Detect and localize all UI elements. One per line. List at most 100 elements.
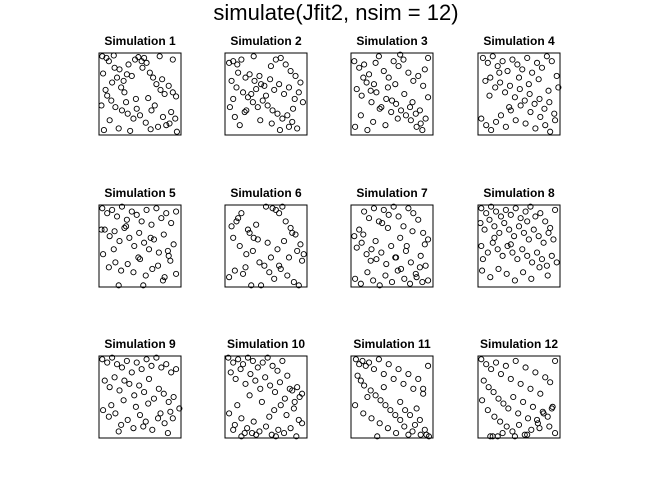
- data-point: [271, 407, 278, 414]
- data-point: [477, 219, 484, 227]
- data-point: [388, 108, 395, 116]
- data-point: [145, 95, 152, 102]
- data-point: [154, 123, 162, 130]
- data-point: [372, 238, 379, 245]
- data-point: [555, 84, 562, 91]
- data-point: [294, 384, 301, 391]
- data-point: [533, 249, 541, 256]
- data-point: [425, 362, 432, 369]
- data-point: [123, 216, 130, 223]
- data-point: [421, 66, 428, 73]
- data-point: [131, 392, 138, 399]
- data-point: [123, 223, 130, 230]
- data-point: [112, 104, 119, 111]
- data-point: [249, 430, 256, 437]
- data-point: [524, 431, 531, 438]
- data-point: [407, 259, 414, 266]
- data-point: [239, 89, 247, 96]
- data-point: [353, 244, 360, 251]
- data-point: [112, 259, 119, 266]
- data-point: [253, 221, 260, 228]
- data-point: [160, 231, 167, 238]
- data-point: [300, 251, 307, 258]
- data-point: [494, 246, 501, 253]
- data-point: [290, 279, 297, 286]
- data-point: [296, 393, 303, 401]
- data-point: [400, 223, 407, 230]
- data-point: [242, 380, 249, 387]
- data-point: [132, 95, 139, 102]
- data-point: [425, 54, 432, 61]
- data-point: [529, 69, 536, 76]
- data-point: [515, 223, 523, 230]
- panel-title: Simulation 4: [483, 34, 555, 48]
- data-point: [360, 410, 367, 417]
- data-point: [258, 282, 265, 289]
- data-point: [264, 102, 271, 109]
- data-point: [126, 380, 133, 387]
- data-point: [264, 354, 271, 361]
- data-point: [488, 127, 495, 134]
- data-point: [99, 356, 106, 363]
- data-point: [382, 402, 389, 409]
- data-point: [142, 272, 149, 279]
- data-point: [506, 104, 513, 111]
- data-point: [551, 110, 558, 117]
- data-point: [372, 392, 379, 399]
- data-point: [277, 265, 284, 273]
- data-point: [230, 359, 237, 366]
- data-point: [547, 379, 554, 386]
- data-point: [256, 72, 263, 80]
- data-point: [282, 218, 289, 225]
- data-point: [497, 418, 504, 425]
- data-point: [243, 251, 250, 258]
- data-point: [363, 251, 370, 258]
- data-point: [111, 64, 118, 71]
- data-point: [291, 398, 298, 405]
- simulation-panel: Simulation 8: [477, 186, 561, 288]
- data-point: [525, 236, 532, 243]
- data-point: [413, 405, 420, 412]
- panel-title: Simulation 5: [104, 186, 176, 200]
- data-point: [241, 108, 248, 116]
- data-point: [150, 236, 157, 243]
- data-point: [512, 117, 519, 124]
- data-point: [172, 115, 179, 122]
- simulation-panel: Simulation 9: [98, 337, 183, 439]
- data-point: [246, 71, 253, 78]
- data-point: [126, 234, 133, 241]
- data-point: [400, 56, 407, 63]
- data-point: [139, 64, 146, 71]
- data-point: [118, 364, 126, 371]
- data-point: [487, 74, 494, 81]
- data-point: [537, 113, 544, 121]
- data-point: [140, 282, 147, 289]
- data-point: [231, 267, 238, 274]
- data-point: [506, 226, 513, 233]
- data-point: [504, 242, 511, 250]
- data-point: [113, 74, 121, 81]
- data-point: [479, 54, 486, 61]
- data-point: [387, 407, 394, 414]
- data-point: [110, 246, 117, 253]
- data-point: [492, 359, 500, 366]
- data-point: [368, 99, 375, 106]
- data-point: [420, 390, 427, 397]
- data-point: [356, 361, 363, 368]
- data-point: [395, 63, 402, 70]
- data-point: [487, 433, 494, 440]
- data-point: [285, 84, 293, 91]
- data-point: [232, 375, 239, 383]
- data-point: [130, 269, 137, 276]
- data-point: [239, 270, 247, 277]
- data-point: [496, 69, 503, 76]
- data-point: [246, 392, 253, 399]
- data-point: [287, 425, 294, 432]
- data-point: [121, 377, 128, 384]
- data-point: [529, 403, 536, 410]
- data-point: [151, 102, 158, 109]
- data-point: [378, 104, 385, 111]
- data-point: [540, 239, 547, 246]
- data-point: [517, 215, 524, 222]
- data-point: [136, 382, 143, 389]
